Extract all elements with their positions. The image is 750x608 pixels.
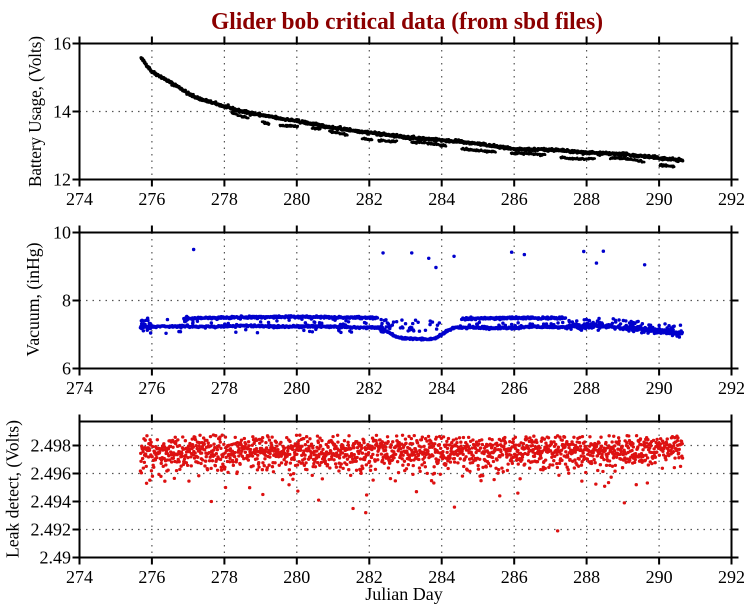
svg-text:2.496: 2.496 (31, 464, 72, 484)
svg-text:276: 276 (138, 189, 165, 209)
svg-text:2.492: 2.492 (31, 520, 72, 540)
svg-text:286: 286 (501, 567, 528, 587)
svg-text:280: 280 (283, 189, 310, 209)
svg-text:290: 290 (646, 189, 673, 209)
svg-text:290: 290 (646, 378, 673, 398)
svg-text:284: 284 (428, 378, 455, 398)
svg-text:292: 292 (718, 189, 745, 209)
svg-text:288: 288 (573, 189, 600, 209)
svg-text:2.494: 2.494 (31, 492, 72, 512)
svg-text:284: 284 (428, 189, 455, 209)
svg-text:2.49: 2.49 (40, 548, 72, 568)
svg-text:Leak detect, (Volts): Leak detect, (Volts) (3, 420, 24, 558)
svg-text:274: 274 (66, 567, 93, 587)
svg-text:290: 290 (646, 567, 673, 587)
svg-text:280: 280 (283, 378, 310, 398)
svg-text:292: 292 (718, 567, 745, 587)
svg-text:276: 276 (138, 378, 165, 398)
svg-text:274: 274 (66, 378, 93, 398)
svg-text:286: 286 (501, 189, 528, 209)
svg-text:Julian Day: Julian Day (365, 584, 442, 604)
svg-text:10: 10 (53, 223, 71, 243)
svg-text:16: 16 (53, 34, 71, 54)
svg-text:292: 292 (718, 378, 745, 398)
svg-text:278: 278 (211, 378, 238, 398)
svg-text:274: 274 (66, 189, 93, 209)
svg-text:Battery Usage, (Volts): Battery Usage, (Volts) (25, 36, 46, 187)
svg-text:8: 8 (62, 291, 71, 311)
svg-text:14: 14 (53, 102, 71, 122)
svg-text:Glider bob critical data (from: Glider bob critical data (from sbd files… (211, 9, 603, 35)
svg-text:282: 282 (356, 378, 383, 398)
svg-text:282: 282 (356, 567, 383, 587)
svg-text:286: 286 (501, 378, 528, 398)
svg-text:278: 278 (211, 567, 238, 587)
svg-text:6: 6 (62, 359, 71, 379)
svg-text:276: 276 (138, 567, 165, 587)
svg-text:288: 288 (573, 567, 600, 587)
svg-text:280: 280 (283, 567, 310, 587)
svg-text:12: 12 (53, 170, 71, 190)
svg-text:278: 278 (211, 189, 238, 209)
svg-text:288: 288 (573, 378, 600, 398)
svg-text:Vacuum, (inHg): Vacuum, (inHg) (23, 243, 44, 357)
svg-text:284: 284 (428, 567, 455, 587)
svg-text:282: 282 (356, 189, 383, 209)
svg-text:2.498: 2.498 (31, 436, 72, 456)
